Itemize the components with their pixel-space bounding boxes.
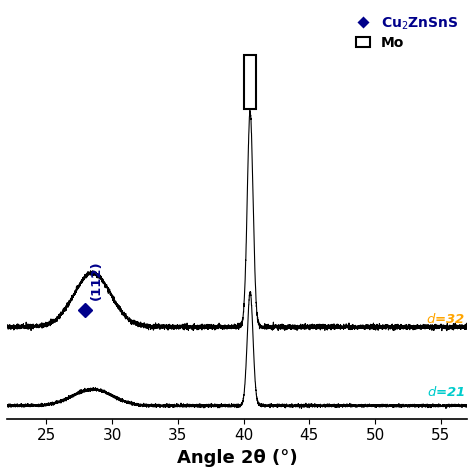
Text: $d$=21: $d$=21 [427, 385, 465, 400]
Text: (110): (110) [244, 51, 256, 91]
Bar [244, 55, 256, 109]
Legend: Cu$_2$ZnSnS, Mo: Cu$_2$ZnSnS, Mo [351, 10, 464, 55]
Text: (112): (112) [90, 260, 103, 300]
Text: $d$=32: $d$=32 [426, 312, 465, 326]
X-axis label: Angle 2θ (°): Angle 2θ (°) [177, 449, 297, 467]
